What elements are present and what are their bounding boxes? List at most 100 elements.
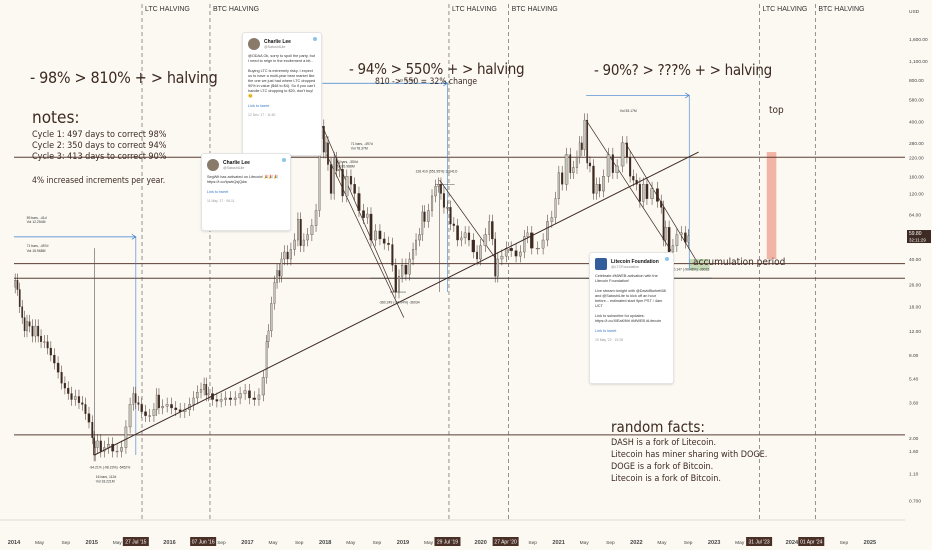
- x-tick-label: May: [735, 540, 745, 546]
- candle-body: [63, 382, 66, 389]
- candle-body: [165, 404, 169, 407]
- candle-body: [199, 389, 203, 393]
- candle-body: [632, 176, 635, 181]
- avatar: [248, 38, 260, 50]
- candle-body: [219, 399, 223, 402]
- candle-body: [561, 172, 564, 185]
- candle-body: [207, 393, 210, 396]
- candle-body: [329, 164, 333, 194]
- candle-body: [369, 213, 373, 241]
- note-cycle-2: Cycle 2: 350 days to correct 94%: [32, 141, 167, 151]
- candle-body: [434, 186, 437, 197]
- tweet-card-charlie-lee-warning[interactable]: Charlie Lee @SatoshiLite @ODAA Ok, sorry…: [242, 32, 322, 156]
- candle-body: [518, 251, 522, 257]
- candle-body: [387, 243, 390, 245]
- candle-body: [299, 219, 302, 246]
- x-tick-label: 2024: [786, 540, 799, 546]
- candle-body: [476, 251, 478, 260]
- y-axis[interactable]: USD 1,600.00 1,100.00 800.00 580.00 400.00 280…: [905, 0, 932, 520]
- x-tick-label: 2018: [319, 540, 331, 546]
- candle-body: [687, 235, 690, 243]
- candle-body: [128, 404, 132, 428]
- candle-body: [514, 250, 518, 257]
- x-tick-label: May: [580, 540, 590, 546]
- measure-label: 50 bars, -350d: [336, 160, 358, 164]
- litecoin-foundation-avatar: [595, 258, 607, 270]
- tweet-author-handle: @SatoshiLite: [223, 166, 245, 170]
- tweet-link[interactable]: Link to tweet: [595, 329, 617, 333]
- candle-body: [265, 341, 268, 378]
- candle-body: [157, 394, 160, 409]
- channel-line: [585, 119, 672, 251]
- candle-body: [629, 157, 632, 177]
- tweet-link[interactable]: Link to tweet: [207, 190, 229, 194]
- candle-body: [423, 211, 426, 222]
- candle-body: [349, 176, 353, 185]
- candle-body: [535, 247, 540, 250]
- candle-body: [174, 407, 178, 410]
- candle-body: [564, 154, 569, 185]
- candle-body: [541, 239, 545, 249]
- x-tick-label: May: [268, 540, 278, 546]
- y-tick-label: 1,600.00: [909, 37, 928, 43]
- candle-body: [446, 207, 449, 209]
- candle-body: [203, 384, 206, 390]
- note-cycle-1: Cycle 1: 497 days to correct 98%: [32, 130, 167, 140]
- candle-body: [338, 169, 341, 172]
- candle-body: [456, 225, 459, 241]
- twitter-bird-icon: [282, 158, 286, 162]
- candle-body: [664, 227, 667, 241]
- candle-body: [557, 172, 560, 199]
- notes-heading: notes:: [32, 108, 80, 128]
- candle-body: [310, 225, 314, 235]
- tweet-card-litecoin-foundation[interactable]: Litecoin Foundation @LTCFoundation Celeb…: [589, 252, 674, 384]
- candle-body: [345, 176, 349, 197]
- x-date-badge-label: 01 Apr '24: [800, 540, 823, 546]
- tweet-link[interactable]: Link to tweet: [248, 104, 270, 108]
- tweet-author-handle: @LTCFoundation: [611, 265, 640, 269]
- candle-body: [134, 393, 137, 403]
- measure-label: 71 bars, -497d: [351, 142, 373, 146]
- x-date-badge: [798, 537, 825, 546]
- candle-body: [546, 221, 549, 241]
- note-cycle-3: Cycle 3: 413 days to correct 90%: [32, 152, 167, 162]
- tweet-card-segwit[interactable]: Charlie Lee @SatoshiLite SegWit has acti…: [201, 153, 291, 231]
- candle-body: [394, 265, 397, 293]
- measure-label: -390.147 (-90.46%) -39015: [669, 268, 710, 272]
- candle-body: [483, 234, 488, 246]
- candle-body: [362, 210, 365, 218]
- candle-body: [87, 413, 91, 423]
- candle-body: [353, 184, 356, 194]
- candle-body: [586, 119, 589, 164]
- tweet-body: Celebrate #MWEB activation with the Lite…: [595, 274, 666, 323]
- x-tick-label: May: [35, 540, 45, 546]
- candle-body: [46, 341, 49, 349]
- tweet-date: 11 May '17 · 06:11: [207, 199, 235, 203]
- x-date-badge-label: 29 Jul '19: [437, 540, 458, 546]
- candle-body: [656, 188, 659, 202]
- y-tick-label: 3.60: [909, 401, 919, 407]
- twitter-bird-icon: [665, 257, 669, 261]
- halving-label: LTC HALVING: [763, 6, 808, 13]
- candle-body: [120, 447, 124, 452]
- candle-body: [77, 396, 81, 403]
- x-tick-label: Sep: [840, 540, 849, 546]
- measure-label: -360.249 (-94.04%) -36034: [379, 300, 420, 304]
- channel-line: [439, 179, 497, 260]
- x-date-badge: [746, 537, 773, 546]
- candle-body: [233, 397, 237, 400]
- candle-body: [192, 397, 195, 405]
- candles-layer: [14, 113, 690, 462]
- tweet-body: @ODAA Ok, sorry to spoil the party, but …: [248, 54, 316, 98]
- y-tick-label: 1.60: [909, 449, 919, 455]
- candle-body: [569, 154, 572, 173]
- top-zone: [766, 152, 777, 260]
- candle-body: [592, 165, 595, 194]
- random-fact-2: Litecoin has miner sharing with DOGE.: [611, 450, 768, 460]
- candle-body: [460, 237, 463, 241]
- candle-body: [215, 399, 219, 402]
- x-axis[interactable]: 2014 May Sep 2015 May Sep 2016 May Sep 2017 May Sep…: [0, 519, 905, 546]
- candle-body: [53, 354, 56, 364]
